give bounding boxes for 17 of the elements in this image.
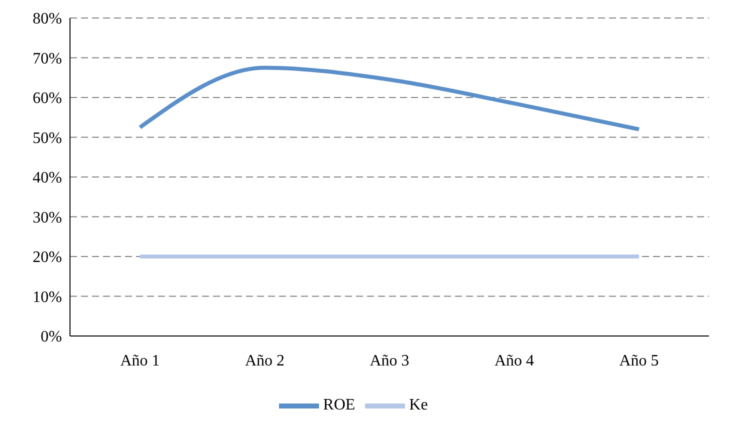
- y-tick-label: 20%: [32, 249, 62, 266]
- x-tick-label: Año 2: [244, 352, 285, 370]
- y-tick-label: 10%: [32, 288, 62, 306]
- x-tick-label: Año 1: [120, 352, 160, 370]
- y-tick-label: 80%: [32, 10, 62, 28]
- line-series: [138, 66, 641, 132]
- y-tick-label: 40%: [32, 170, 62, 187]
- y-tick-label: 70%: [32, 50, 62, 68]
- y-tick-label: 30%: [32, 209, 62, 226]
- y-tick-label: 0%: [40, 328, 62, 346]
- x-tick-label: Año 5: [619, 352, 659, 370]
- legend-label: Ke: [409, 396, 428, 414]
- legend-label: ROE: [323, 396, 356, 414]
- x-tick-label: Año 4: [494, 352, 534, 370]
- y-tick-label: 50%: [32, 130, 62, 147]
- y-tick-label: 60%: [32, 90, 62, 108]
- x-tick-label: Año 3: [370, 352, 410, 370]
